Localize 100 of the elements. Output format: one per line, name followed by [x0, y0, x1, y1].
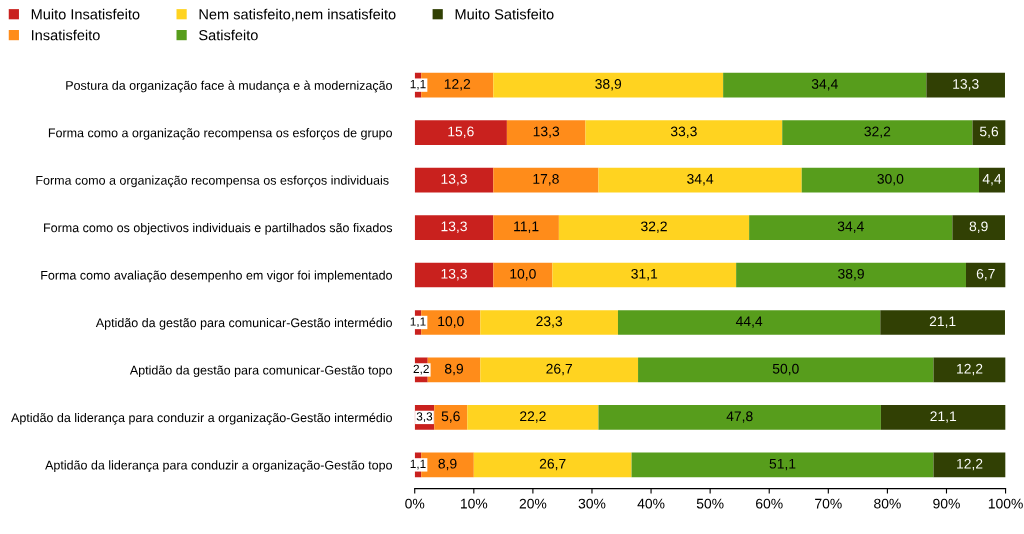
- y-tick-label: Aptidão da gestão para comunicar-Gestão topo: [129, 365, 392, 378]
- bar: [926, 72, 1005, 98]
- bar: [506, 120, 586, 145]
- data-label: 1,1: [410, 80, 426, 90]
- x-tick-label: 50%: [696, 498, 724, 509]
- bar: [493, 215, 559, 240]
- bar: [880, 405, 1006, 430]
- bar: [880, 310, 1005, 335]
- data-label: 15,6: [448, 126, 474, 138]
- data-label: 34,4: [687, 173, 714, 186]
- data-label: 12,2: [957, 458, 983, 471]
- y-tick-label: Aptidão da liderança para conduzir a organização-Gestão topo: [45, 460, 392, 473]
- x-tick-label: 100%: [988, 498, 1023, 509]
- y-tick-label: Postura da organização face à mudança e à modernização: [66, 80, 392, 93]
- data-label: 32,2: [641, 221, 667, 233]
- bar: [585, 120, 783, 145]
- bar: [782, 120, 973, 145]
- data-label: 5,6: [441, 411, 460, 423]
- legend-label: Insatisfeito: [31, 29, 100, 41]
- y-tick-label: Forma como a organização recompensa os esforços de grupo: [48, 128, 392, 140]
- bar: [933, 357, 1006, 383]
- bar: [631, 452, 934, 478]
- x-tick-label: 80%: [874, 498, 901, 509]
- legend-label: Muito Insatisfeito: [31, 8, 140, 20]
- x-tick-label: 70%: [815, 498, 842, 509]
- data-label: 8,9: [969, 221, 988, 233]
- y-tick-label: Forma como avaliação desempenho em vigor foi implementado: [41, 270, 392, 283]
- x-tick-label: 40%: [637, 498, 665, 509]
- legend-label: Satisfeito: [199, 29, 258, 41]
- data-label: 32,2: [864, 126, 891, 138]
- data-label: 6,7: [976, 268, 995, 281]
- bar: [414, 120, 507, 145]
- bar: [480, 310, 618, 335]
- data-label: 50,0: [772, 363, 799, 376]
- legend-label: Nem satisfeito,nem insatisfeito: [199, 8, 396, 22]
- bar: [723, 72, 927, 98]
- bar: [965, 262, 1006, 288]
- legend-label: Muito Satisfeito: [455, 8, 554, 20]
- data-label: 1,1: [410, 317, 426, 328]
- data-label: 21,1: [929, 316, 956, 328]
- data-label: 11,1: [514, 221, 539, 233]
- x-tick-label: 30%: [578, 498, 606, 509]
- data-label: 5,6: [979, 126, 999, 138]
- x-tick-label: 10%: [460, 498, 488, 509]
- data-label: 13,3: [441, 221, 467, 233]
- bar: [749, 215, 953, 240]
- data-label: 21,1: [930, 411, 957, 423]
- data-label: 4,4: [982, 174, 1002, 186]
- bar: [493, 72, 724, 98]
- bar: [467, 405, 599, 430]
- data-label: 31,1: [631, 268, 658, 281]
- data-label: 17,8: [533, 173, 559, 186]
- data-label: 30,0: [877, 173, 904, 186]
- y-tick-label: Aptidão da liderança para conduzir a organização-Gestão intermédio: [11, 412, 392, 425]
- bar: [638, 357, 934, 383]
- y-tick-label: Forma como os objectivos individuais e partilhados são fixados: [44, 223, 393, 235]
- bar: [414, 262, 494, 288]
- bar: [598, 405, 881, 430]
- data-label: 34,4: [837, 221, 864, 233]
- data-label: 13,3: [533, 126, 560, 138]
- data-label: 13,3: [953, 79, 979, 91]
- bar: [480, 357, 639, 383]
- data-label: 8,9: [444, 363, 464, 376]
- y-tick-label: Forma como a organização recompensa os esforços individuais: [36, 175, 389, 188]
- data-label: 8,9: [438, 458, 457, 471]
- data-label: 10,0: [510, 268, 536, 281]
- data-label: 47,8: [726, 411, 753, 423]
- bar: [598, 167, 802, 193]
- bar: [972, 120, 1006, 145]
- data-label: 38,9: [838, 268, 864, 281]
- data-label: 3,3: [416, 412, 433, 422]
- x-tick-label: 90%: [933, 498, 960, 509]
- data-label: 44,4: [735, 316, 763, 328]
- data-label: 23,3: [536, 316, 563, 328]
- data-label: 13,3: [441, 268, 467, 281]
- bar: [414, 167, 494, 193]
- bar: [414, 215, 494, 240]
- bar: [558, 215, 750, 240]
- bar: [933, 452, 1006, 478]
- bar: [736, 262, 966, 288]
- data-label: 22,2: [520, 411, 546, 423]
- x-tick-label: 60%: [756, 498, 783, 509]
- bar: [434, 405, 468, 430]
- data-label: 51,1: [769, 458, 796, 471]
- bar: [493, 167, 599, 193]
- data-label: 2,2: [413, 364, 429, 375]
- data-label: 10,0: [438, 316, 464, 328]
- data-label: 1,1: [410, 459, 426, 470]
- data-label: 26,7: [539, 458, 566, 471]
- bar: [493, 262, 553, 288]
- data-label: 12,2: [444, 79, 471, 91]
- data-label: 38,9: [595, 79, 622, 91]
- data-label: 33,3: [670, 126, 697, 138]
- bar: [801, 167, 979, 193]
- data-label: 13,3: [441, 173, 467, 186]
- data-label: 34,4: [811, 79, 838, 91]
- y-tick-label: Aptidão da gestão para comunicar-Gestão intermédio: [95, 317, 392, 330]
- bar: [952, 215, 1005, 240]
- data-label: 12,2: [957, 363, 983, 376]
- bar: [473, 452, 632, 478]
